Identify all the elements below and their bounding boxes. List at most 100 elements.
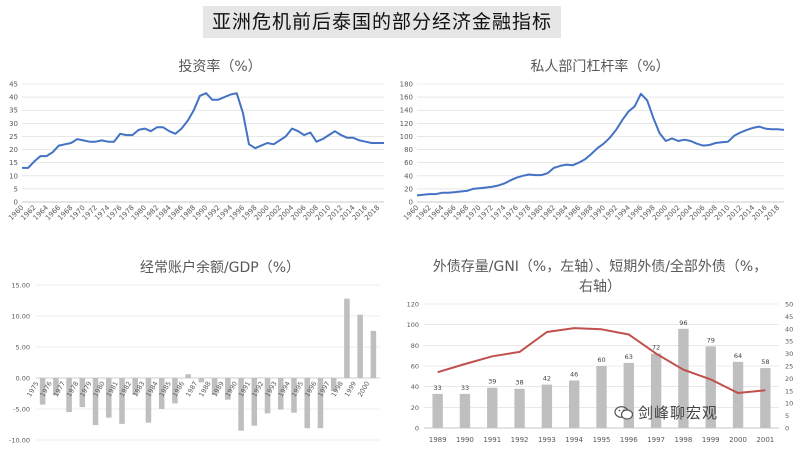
ca-bar [344,298,350,378]
debt-y-right-tick: 50 [785,301,793,309]
debt-bar-label: 64 [734,352,742,360]
debt-bar [569,380,580,428]
leverage-series-line [416,92,785,197]
ca-bar [291,378,297,413]
ca-bar [370,330,377,378]
wechat-icon [614,406,634,420]
debt-x-tick: 1994 [565,436,583,444]
ca-x-tick: 2000 [356,380,371,398]
ca-bar [66,378,72,413]
watermark: 剑峰聊宏观 [638,404,719,422]
debt-x-tick: 1991 [483,436,501,444]
debt-bar-label: 33 [461,384,469,392]
investment-y-tick: 40 [9,94,18,102]
debt-bar [760,368,771,428]
ca-y-tick: -5.00 [13,406,30,414]
leverage-y-tick: 180 [400,81,413,89]
investment-y-tick: 15 [9,159,18,167]
debt-bar [732,361,744,428]
debt-y-left-tick: 120 [407,301,419,309]
debt-y-right-tick: 35 [785,338,793,346]
leverage-y-tick: 40 [404,172,413,180]
ca-x-tick: 1999 [343,380,358,398]
leverage-y-tick: 60 [404,159,413,167]
ca-bar [238,378,244,431]
ca-bar [39,378,46,405]
debt-bar-label: 33 [434,384,442,392]
investment-y-tick: 30 [9,120,18,128]
chart-title-private-leverage: 私人部门杠杆率（%） [530,59,670,75]
debt-y-right-tick: 40 [785,325,793,333]
ca-bar [79,378,86,408]
leverage-y-tick: 0 [409,199,413,207]
debt-bar-label: 46 [570,370,578,378]
page-title: 亚洲危机前后泰国的部分经济金融指标 [203,6,561,38]
debt-bar [650,353,662,428]
chart-title-external-debt: 外债存量/GNI（%，左轴）、短期外债/全部外债（%，右轴） [432,259,768,295]
debt-x-tick: 1996 [620,436,638,444]
ca-bar [92,378,99,426]
debt-y-right-tick: 45 [785,313,793,321]
leverage-y-tick: 140 [400,107,413,115]
debt-y-left-tick: 20 [411,404,419,412]
investment-y-tick: 20 [9,146,18,154]
debt-bar-label: 96 [679,319,687,327]
leverage-y-tick: 120 [400,120,413,128]
investment-y-tick: 0 [14,199,18,207]
debt-bar [596,366,607,428]
chart-title-current-account: 经常账户余额/GDP（%） [139,260,301,276]
leverage-y-tick: 20 [404,185,413,193]
ca-bar [277,378,284,410]
ca-bar [225,378,231,400]
debt-bar [487,387,498,428]
debt-x-tick: 1997 [647,436,665,444]
ca-x-tick: 1988 [197,380,212,398]
ca-y-tick: -10.00 [9,437,30,445]
leverage-y-tick: 80 [404,146,413,154]
debt-x-tick: 2001 [756,436,774,444]
ca-bar [357,314,363,378]
leverage-y-tick: 160 [400,94,413,102]
ca-y-tick: 15.00 [11,282,30,290]
debt-y-left-tick: 80 [411,342,419,350]
debt-bar [514,388,525,428]
ca-bar [330,378,337,392]
debt-x-tick: 1995 [593,436,611,444]
debt-bar-label: 58 [761,358,769,366]
debt-y-left-tick: 60 [411,363,419,371]
ca-y-tick: 0.00 [16,375,30,383]
debt-bar [623,362,634,428]
debt-bar-label: 60 [597,356,605,364]
ca-bar [105,378,112,418]
investment-y-tick: 45 [9,81,18,89]
ca-x-tick: 1987 [184,380,199,398]
ca-y-tick: 5.00 [16,344,30,352]
debt-bar-label: 79 [707,336,715,344]
debt-x-tick: 1998 [675,436,693,444]
debt-y-right-tick: 30 [785,350,793,358]
debt-x-tick: 1992 [511,436,529,444]
debt-y-left-tick: 40 [411,383,419,391]
debt-y-right-tick: 15 [785,387,793,395]
ca-bar [53,378,59,396]
debt-x-tick: 1999 [702,436,720,444]
leverage-y-tick: 100 [400,133,413,141]
ca-bar [211,378,218,395]
ca-bar [304,378,311,429]
debt-bar [705,346,716,428]
debt-y-right-tick: 25 [785,363,793,371]
investment-y-tick: 25 [9,133,18,141]
investment-y-tick: 35 [9,107,18,115]
debt-y-left-tick: 100 [407,321,419,329]
debt-y-left-tick: 0 [415,425,419,433]
debt-bar-label: 63 [625,353,633,361]
debt-x-tick: 2000 [729,436,747,444]
ca-bar [172,378,178,404]
ca-bar [158,378,165,409]
investment-series-line [22,92,384,169]
ca-bar [251,378,258,426]
ca-bar [145,378,152,423]
debt-bar [432,393,443,428]
debt-short-term-line [437,327,766,394]
